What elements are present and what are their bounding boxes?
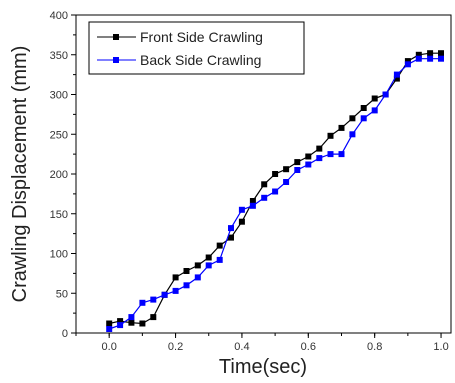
data-point-back: [228, 225, 234, 232]
data-point-front: [128, 319, 135, 326]
data-point-back: [360, 115, 367, 122]
data-point-front: [371, 95, 378, 102]
data-point-back: [283, 179, 290, 185]
y-tick-label: 350: [50, 50, 68, 62]
data-point-back: [393, 71, 400, 78]
data-point-back: [382, 91, 389, 98]
y-axis-title: Crawling Displacement (mm): [9, 46, 31, 303]
data-point-back: [438, 55, 444, 62]
y-tick-label: 0: [62, 328, 68, 340]
x-tick-label: 1.0: [433, 341, 448, 353]
legend-marker-back: [113, 57, 119, 63]
x-tick-label: 0.8: [367, 341, 382, 353]
data-point-back: [261, 194, 268, 201]
data-point-back: [327, 151, 334, 158]
x-axis: 0.0 0.2 0.4 0.6 0.8 1.0: [75, 333, 449, 353]
y-tick-label: 50: [56, 288, 68, 300]
data-point-back: [249, 202, 256, 209]
data-point-back: [427, 55, 434, 62]
data-point-front: [238, 218, 245, 225]
data-point-front: [194, 262, 201, 269]
data-point-front: [261, 181, 268, 188]
data-point-front: [305, 153, 312, 160]
x-tick-label: 0.6: [301, 341, 316, 353]
y-tick-label: 400: [50, 10, 68, 22]
data-point-front: [205, 254, 212, 261]
data-point-front: [283, 166, 290, 173]
data-point-front: [294, 159, 301, 166]
y-tick-label: 300: [50, 90, 68, 102]
y-axis: 0 50 100 150 200 250 300 350 400: [50, 10, 76, 340]
data-point-back: [294, 167, 301, 173]
data-point-front: [404, 58, 411, 65]
data-point-back: [150, 296, 157, 303]
data-point-front: [139, 320, 146, 327]
data-point-back: [238, 206, 245, 213]
data-point-back: [205, 262, 212, 269]
series-layer: [106, 50, 444, 332]
data-point-back: [305, 161, 312, 168]
data-point-front: [338, 124, 345, 131]
data-point-front: [150, 314, 157, 321]
data-point-front: [427, 50, 434, 57]
data-point-front: [327, 132, 334, 139]
data-point-back: [183, 282, 190, 289]
data-point-front: [393, 75, 400, 82]
y-tick-label: 150: [50, 209, 68, 221]
data-point-back: [172, 287, 179, 294]
x-tick-label: 0.4: [234, 341, 249, 353]
series-line-front: [109, 52, 441, 325]
data-point-front: [117, 318, 124, 325]
data-point-back: [404, 61, 411, 68]
legend-label-front: Front Side Crawling: [140, 29, 263, 45]
data-point-back: [117, 322, 124, 329]
data-point-back: [371, 107, 378, 114]
data-point-back: [194, 274, 201, 281]
data-point-front: [183, 268, 190, 274]
data-point-front: [228, 234, 234, 241]
legend-label-back: Back Side Crawling: [140, 52, 261, 68]
data-point-back: [216, 256, 223, 263]
data-point-front: [415, 51, 422, 58]
data-point-front: [249, 198, 256, 204]
data-point-front: [360, 105, 367, 111]
data-point-front: [316, 145, 323, 152]
legend-marker-front: [113, 34, 119, 40]
data-point-back: [349, 131, 356, 138]
plot-area: 0.0 0.2 0.4 0.6 0.8 1.0 0 50 100 150 200 250 300 350…: [50, 10, 452, 353]
data-point-front: [349, 115, 356, 122]
y-tick-label: 250: [50, 129, 68, 141]
x-tick-label: 0.2: [168, 341, 183, 353]
y-tick-label: 100: [50, 249, 68, 261]
data-point-back: [316, 155, 323, 162]
data-point-front: [438, 50, 444, 57]
data-point-front: [172, 274, 179, 281]
data-point-back: [128, 314, 135, 321]
data-point-back: [139, 299, 146, 306]
y-tick-label: 200: [50, 169, 68, 181]
x-axis-title: Time(sec): [219, 356, 307, 378]
legend: Front Side Crawling Back Side Crawling: [88, 21, 305, 75]
data-point-front: [106, 320, 113, 327]
data-point-front: [272, 171, 279, 177]
data-point-back: [272, 188, 279, 195]
legend-box: [88, 21, 305, 75]
data-point-back: [161, 291, 168, 298]
data-point-back: [106, 326, 113, 332]
data-point-front: [216, 242, 223, 249]
data-point-back: [415, 55, 422, 62]
x-tick-label: 0.0: [102, 341, 117, 353]
data-point-back: [338, 151, 345, 158]
